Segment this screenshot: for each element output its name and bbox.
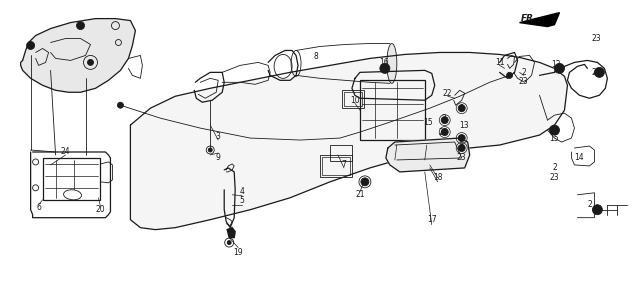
Text: 8: 8 xyxy=(314,52,318,61)
Bar xyxy=(320,155,352,177)
Circle shape xyxy=(458,145,465,152)
Text: 10: 10 xyxy=(350,96,360,105)
Text: 24: 24 xyxy=(61,148,70,157)
Text: 7: 7 xyxy=(342,160,346,169)
Text: 12: 12 xyxy=(551,60,560,69)
Text: 2: 2 xyxy=(442,114,446,123)
Text: 22: 22 xyxy=(443,89,452,98)
Circle shape xyxy=(595,68,604,77)
Text: 13: 13 xyxy=(459,121,468,130)
Text: FR.: FR. xyxy=(522,14,538,23)
Polygon shape xyxy=(227,228,235,238)
Text: 3: 3 xyxy=(216,132,221,141)
Bar xyxy=(330,145,352,161)
Text: 23: 23 xyxy=(457,154,467,163)
Text: 2: 2 xyxy=(587,200,592,209)
Circle shape xyxy=(361,178,369,186)
Text: 5: 5 xyxy=(240,196,244,205)
Text: 23: 23 xyxy=(519,77,529,86)
Text: 19: 19 xyxy=(234,248,243,257)
Text: 9: 9 xyxy=(216,154,221,163)
Circle shape xyxy=(554,63,564,74)
Polygon shape xyxy=(520,13,559,27)
Circle shape xyxy=(227,241,231,244)
Text: 2: 2 xyxy=(552,164,557,172)
Circle shape xyxy=(593,205,602,215)
Ellipse shape xyxy=(387,44,397,83)
Circle shape xyxy=(208,148,212,152)
Text: 20: 20 xyxy=(95,205,106,214)
Ellipse shape xyxy=(274,54,292,78)
Text: 1: 1 xyxy=(460,104,464,113)
Polygon shape xyxy=(20,19,136,92)
Text: 17: 17 xyxy=(427,215,436,224)
Text: 15: 15 xyxy=(423,118,433,127)
Text: 15: 15 xyxy=(550,134,559,142)
Text: 23: 23 xyxy=(591,68,601,77)
Text: 21: 21 xyxy=(355,190,365,199)
Bar xyxy=(342,90,364,108)
Text: 16: 16 xyxy=(379,58,388,67)
Circle shape xyxy=(77,22,84,30)
Text: 2: 2 xyxy=(460,143,464,152)
Text: 23: 23 xyxy=(550,173,559,182)
Text: 2: 2 xyxy=(521,68,526,77)
Circle shape xyxy=(380,63,390,74)
Bar xyxy=(344,92,362,106)
Text: 6: 6 xyxy=(36,203,41,212)
Ellipse shape xyxy=(63,190,81,200)
Text: 14: 14 xyxy=(575,154,584,163)
Bar xyxy=(43,158,100,200)
Bar xyxy=(360,80,425,140)
Text: 11: 11 xyxy=(495,58,504,67)
Circle shape xyxy=(507,72,513,78)
Circle shape xyxy=(458,105,465,112)
Text: 23: 23 xyxy=(591,34,601,43)
Circle shape xyxy=(118,102,124,108)
Circle shape xyxy=(550,125,559,135)
Polygon shape xyxy=(131,52,568,230)
Text: 4: 4 xyxy=(240,187,244,196)
Polygon shape xyxy=(386,138,470,172)
Bar xyxy=(322,157,350,175)
Circle shape xyxy=(27,41,35,50)
Circle shape xyxy=(88,59,93,65)
Text: 18: 18 xyxy=(433,173,442,182)
Text: 23: 23 xyxy=(439,128,449,136)
Circle shape xyxy=(441,117,448,124)
Circle shape xyxy=(458,135,465,142)
Circle shape xyxy=(441,129,448,136)
